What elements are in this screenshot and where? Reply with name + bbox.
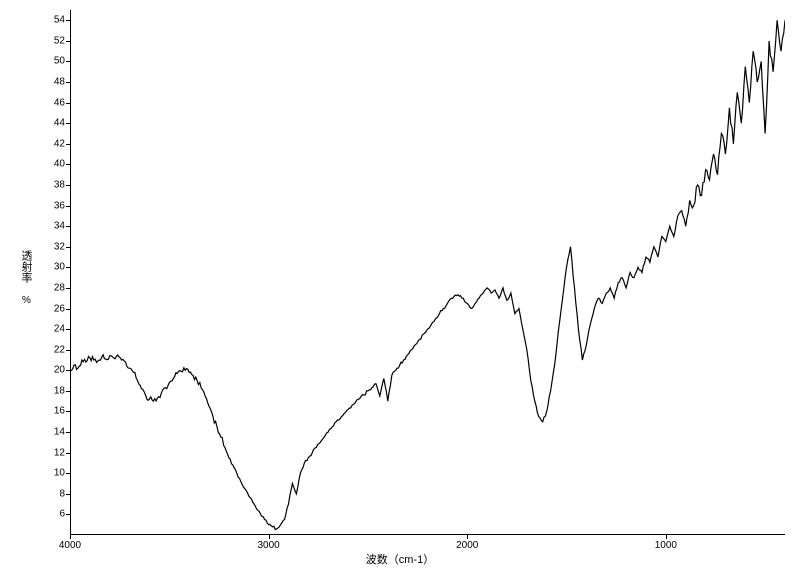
y-tick <box>66 453 70 454</box>
y-tick-label: 32 <box>54 241 65 252</box>
y-tick-label: 28 <box>54 282 65 293</box>
y-tick-label: 52 <box>54 35 65 46</box>
y-tick <box>66 82 70 83</box>
y-tick-label: 54 <box>54 15 65 26</box>
y-tick <box>66 164 70 165</box>
x-tick-label: 1000 <box>655 540 677 551</box>
y-tick-label: 20 <box>54 365 65 376</box>
y-tick-label: 10 <box>54 468 65 479</box>
y-tick <box>66 206 70 207</box>
y-tick-label: 30 <box>54 262 65 273</box>
y-tick <box>66 41 70 42</box>
y-tick <box>66 267 70 268</box>
x-tick-label: 4000 <box>59 540 81 551</box>
y-tick <box>66 309 70 310</box>
y-tick <box>66 411 70 412</box>
y-tick-label: 46 <box>54 97 65 108</box>
y-tick <box>66 432 70 433</box>
x-tick <box>666 535 667 539</box>
y-tick <box>66 350 70 351</box>
y-tick <box>66 247 70 248</box>
x-axis-label: 波数（cm-1） <box>366 551 434 567</box>
y-tick-label: 40 <box>54 159 65 170</box>
y-tick <box>66 123 70 124</box>
x-tick-label: 3000 <box>257 540 279 551</box>
y-tick <box>66 391 70 392</box>
y-tick <box>66 370 70 371</box>
y-tick <box>66 20 70 21</box>
y-tick-label: 16 <box>54 406 65 417</box>
x-tick-label: 2000 <box>456 540 478 551</box>
y-tick-label: 14 <box>54 427 65 438</box>
y-axis-label: 透射率 <box>18 250 34 283</box>
x-tick <box>467 535 468 539</box>
y-tick-label: 44 <box>54 118 65 129</box>
y-tick <box>66 185 70 186</box>
y-tick-label: 42 <box>54 138 65 149</box>
y-tick-label: 22 <box>54 344 65 355</box>
y-tick-label: 24 <box>54 324 65 335</box>
y-tick-label: 18 <box>54 385 65 396</box>
y-tick <box>66 329 70 330</box>
y-tick <box>66 514 70 515</box>
y-tick-label: 6 <box>59 509 65 520</box>
y-tick-label: 50 <box>54 56 65 67</box>
y-tick-label: 36 <box>54 200 65 211</box>
x-tick <box>269 535 270 539</box>
y-tick-label: 48 <box>54 77 65 88</box>
y-tick <box>66 288 70 289</box>
y-axis-unit: % <box>22 295 31 306</box>
y-tick-label: 38 <box>54 180 65 191</box>
y-tick <box>66 226 70 227</box>
y-tick <box>66 103 70 104</box>
y-tick-label: 34 <box>54 221 65 232</box>
x-tick <box>70 535 71 539</box>
y-tick <box>66 473 70 474</box>
y-tick <box>66 144 70 145</box>
y-tick <box>66 494 70 495</box>
y-tick-label: 8 <box>59 488 65 499</box>
spectrum-line <box>70 10 785 535</box>
y-tick <box>66 61 70 62</box>
y-tick-label: 26 <box>54 303 65 314</box>
y-tick-label: 12 <box>54 447 65 458</box>
